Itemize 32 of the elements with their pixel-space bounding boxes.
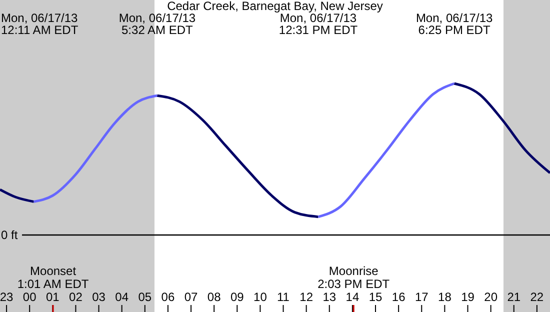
x-tick-label: 07 xyxy=(184,290,198,304)
x-tick-label: 16 xyxy=(392,290,406,304)
x-tick-label: 04 xyxy=(115,290,129,304)
text: Mon, 06/17/13 6:25 PM EDT xyxy=(416,11,493,37)
chart-title: Cedar Creek, Barnegat Bay, New Jersey xyxy=(167,0,383,13)
x-tick-label: 02 xyxy=(69,290,83,304)
x-tick-label: 09 xyxy=(230,290,244,304)
ref-line-label: Moonset 1:01 AM EDT xyxy=(17,264,90,291)
x-tick-label: 03 xyxy=(92,290,106,304)
x-tick-label: 01 xyxy=(46,290,60,304)
x-tick-label: 10 xyxy=(254,290,268,304)
x-tick-label: 20 xyxy=(484,290,498,304)
x-tick-label: 15 xyxy=(368,290,382,304)
x-tick-label: 14 xyxy=(346,290,360,304)
text: Mon, 06/17/13 12:11 AM EDT xyxy=(1,11,79,37)
ref-line-label: 0 ft xyxy=(1,228,18,242)
x-tick-label: 00 xyxy=(22,290,37,304)
x-tick-label: 19 xyxy=(461,290,475,304)
x-tick-label: 13 xyxy=(322,290,336,304)
x-tick-label: 08 xyxy=(207,290,222,304)
x-tick-label: 11 xyxy=(277,290,290,304)
text: Mon, 06/17/13 12:31 PM EDT xyxy=(278,11,358,37)
x-tick-label: 05 xyxy=(138,290,152,304)
x-tick-label: 18 xyxy=(438,290,452,304)
x-tick-label: 17 xyxy=(414,290,429,304)
x-tick-label: 06 xyxy=(161,290,175,304)
text: Mon, 06/17/13 5:32 AM EDT xyxy=(118,11,196,37)
ref-line-label: Moonrise 2:03 PM EDT xyxy=(318,264,390,291)
x-tick-label: 23 xyxy=(0,290,14,304)
x-tick-label: 12 xyxy=(300,290,314,304)
x-tick-label: 22 xyxy=(530,290,544,304)
x-tick-label: 21 xyxy=(507,290,521,304)
